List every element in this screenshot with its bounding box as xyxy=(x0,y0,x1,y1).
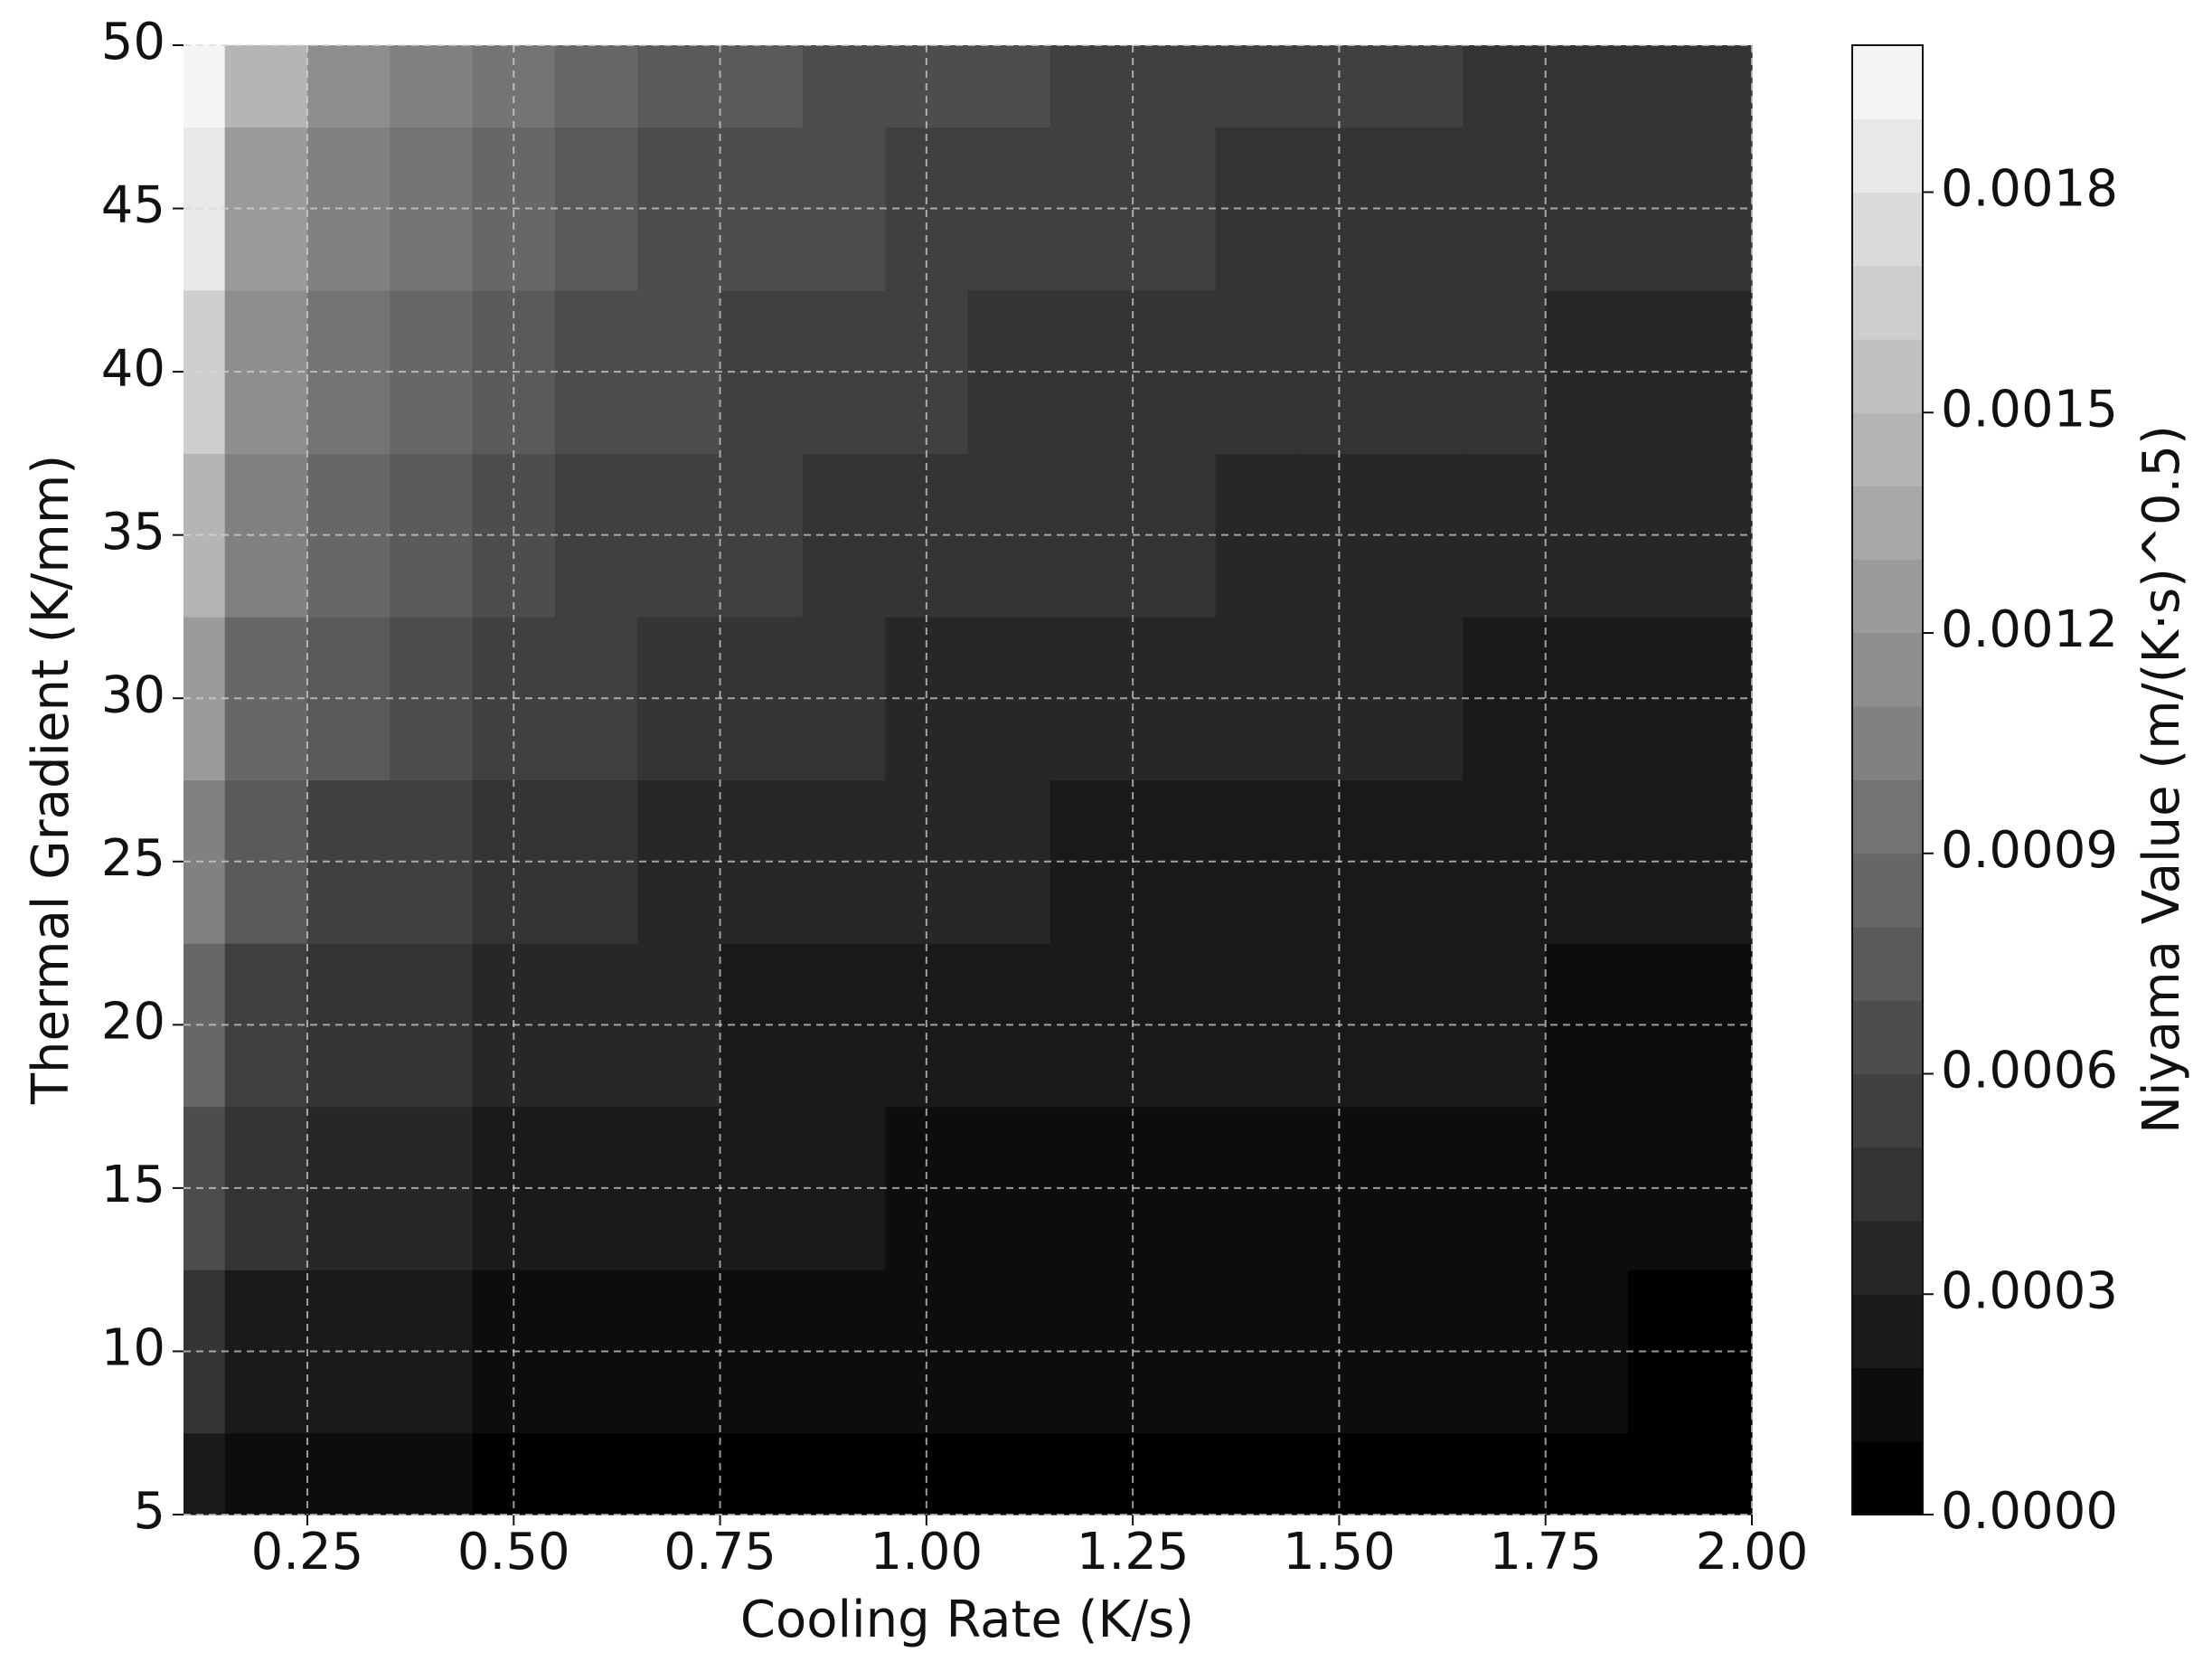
x-tick-label: 0.75 xyxy=(664,1523,777,1581)
x-tick-label: 2.00 xyxy=(1696,1523,1809,1581)
x-tick-label: 0.25 xyxy=(251,1523,364,1581)
contour-cell xyxy=(1050,1270,1134,1434)
contour-cell xyxy=(1050,616,1134,781)
x-axis-label: Cooling Rate (K/s) xyxy=(740,1591,1194,1649)
colorbar-frame xyxy=(1851,44,1924,1515)
contour-cell xyxy=(967,45,1051,127)
contour-cell xyxy=(1050,1432,1134,1515)
contour-cell xyxy=(967,1432,1051,1515)
contour-cell xyxy=(1133,45,1217,127)
contour-cell xyxy=(1628,45,1711,127)
colorbar-band xyxy=(1852,1073,1923,1148)
contour-cell xyxy=(1628,1432,1711,1515)
contour-cell xyxy=(1710,1432,1753,1515)
y-tick-label: 20 xyxy=(101,992,165,1051)
colorbar-tick-label: 0.0018 xyxy=(1941,160,2118,219)
contour-cell xyxy=(1133,1432,1217,1515)
x-tick-label: 1.75 xyxy=(1489,1523,1602,1581)
contour-cell xyxy=(720,45,804,127)
contour-cell xyxy=(390,1432,474,1515)
contour-cell xyxy=(637,45,721,127)
contour-cell xyxy=(1050,1106,1134,1270)
x-tick-label: 1.00 xyxy=(870,1523,983,1581)
y-tick-label: 15 xyxy=(101,1156,165,1214)
contour-cell xyxy=(1050,943,1134,1108)
contour-cell xyxy=(224,45,308,127)
colorbar-tick-label: 0.0003 xyxy=(1941,1261,2118,1320)
contour-cell xyxy=(1463,1432,1547,1515)
contour-cell xyxy=(554,45,638,127)
contour-cell xyxy=(802,1432,886,1515)
contour-cell xyxy=(1380,1432,1464,1515)
contour-cell xyxy=(390,45,474,127)
colorbar-label: Niyama Value (m/(K·s)^0.5) xyxy=(2132,425,2191,1134)
contour-cell xyxy=(637,1432,721,1515)
x-tick-label: 1.25 xyxy=(1077,1523,1190,1581)
colorbar-band xyxy=(1852,192,1923,267)
contour-cell xyxy=(184,45,226,127)
colorbar-band xyxy=(1852,559,1923,634)
x-tick-label: 1.50 xyxy=(1283,1523,1396,1581)
contour-cell xyxy=(1545,45,1629,127)
colorbar-band xyxy=(1852,1440,1923,1515)
contour-cell xyxy=(802,45,886,127)
colorbar-band xyxy=(1852,1221,1923,1295)
colorbar-band xyxy=(1852,45,1923,119)
y-tick-label: 35 xyxy=(101,503,165,562)
contour-cell xyxy=(1710,45,1753,127)
colorbar-band xyxy=(1852,118,1923,193)
contour-cell xyxy=(1050,45,1134,127)
colorbar-tick-label: 0.0000 xyxy=(1941,1482,2118,1541)
contour-cell xyxy=(1380,45,1464,127)
colorbar-band xyxy=(1852,1294,1923,1368)
colorbar-band xyxy=(1852,706,1923,780)
contour-cell xyxy=(1050,779,1134,944)
colorbar-tick-label: 0.0015 xyxy=(1941,380,2118,439)
contour-cell xyxy=(1050,453,1134,618)
colorbar-band xyxy=(1852,853,1923,928)
colorbar-band xyxy=(1852,1367,1923,1442)
contour-cell xyxy=(1545,1432,1629,1515)
y-axis-label: Thermal Gradient (K/mm) xyxy=(22,455,80,1105)
y-tick-label: 30 xyxy=(101,666,165,724)
colorbar-band xyxy=(1852,1147,1923,1222)
contour-field xyxy=(184,45,1753,1515)
colorbar-band xyxy=(1852,1000,1923,1074)
colorbar-band xyxy=(1852,779,1923,854)
contour-cell xyxy=(1215,1432,1299,1515)
colorbar-band xyxy=(1852,486,1923,561)
contour-cell xyxy=(1050,127,1134,291)
y-tick-label: 5 xyxy=(133,1482,165,1541)
colorbar-band xyxy=(1852,412,1923,486)
y-tick-label: 40 xyxy=(101,339,165,398)
contour-cell xyxy=(1215,45,1299,127)
colorbar-band xyxy=(1852,265,1923,340)
colorbar-band xyxy=(1852,633,1923,707)
y-tick-label: 45 xyxy=(101,176,165,235)
y-tick-label: 50 xyxy=(101,13,165,71)
colorbar-tick-label: 0.0009 xyxy=(1941,821,2118,880)
colorbar-tick-label: 0.0012 xyxy=(1941,600,2118,659)
contour-cell xyxy=(184,1432,226,1515)
y-tick-label: 25 xyxy=(101,829,165,888)
contour-cell xyxy=(720,1432,804,1515)
contour-cell xyxy=(224,1432,308,1515)
contour-cell xyxy=(306,45,391,127)
colorbar-band xyxy=(1852,339,1923,413)
colorbar-tick-label: 0.0006 xyxy=(1941,1042,2118,1100)
contour-cell xyxy=(554,1432,638,1515)
y-tick-label: 10 xyxy=(101,1319,165,1378)
contour-cell xyxy=(1050,289,1134,454)
colorbar-band xyxy=(1852,927,1923,1001)
contour-cell xyxy=(306,1432,391,1515)
x-tick-label: 0.50 xyxy=(457,1523,570,1581)
contour-cell xyxy=(1463,45,1547,127)
